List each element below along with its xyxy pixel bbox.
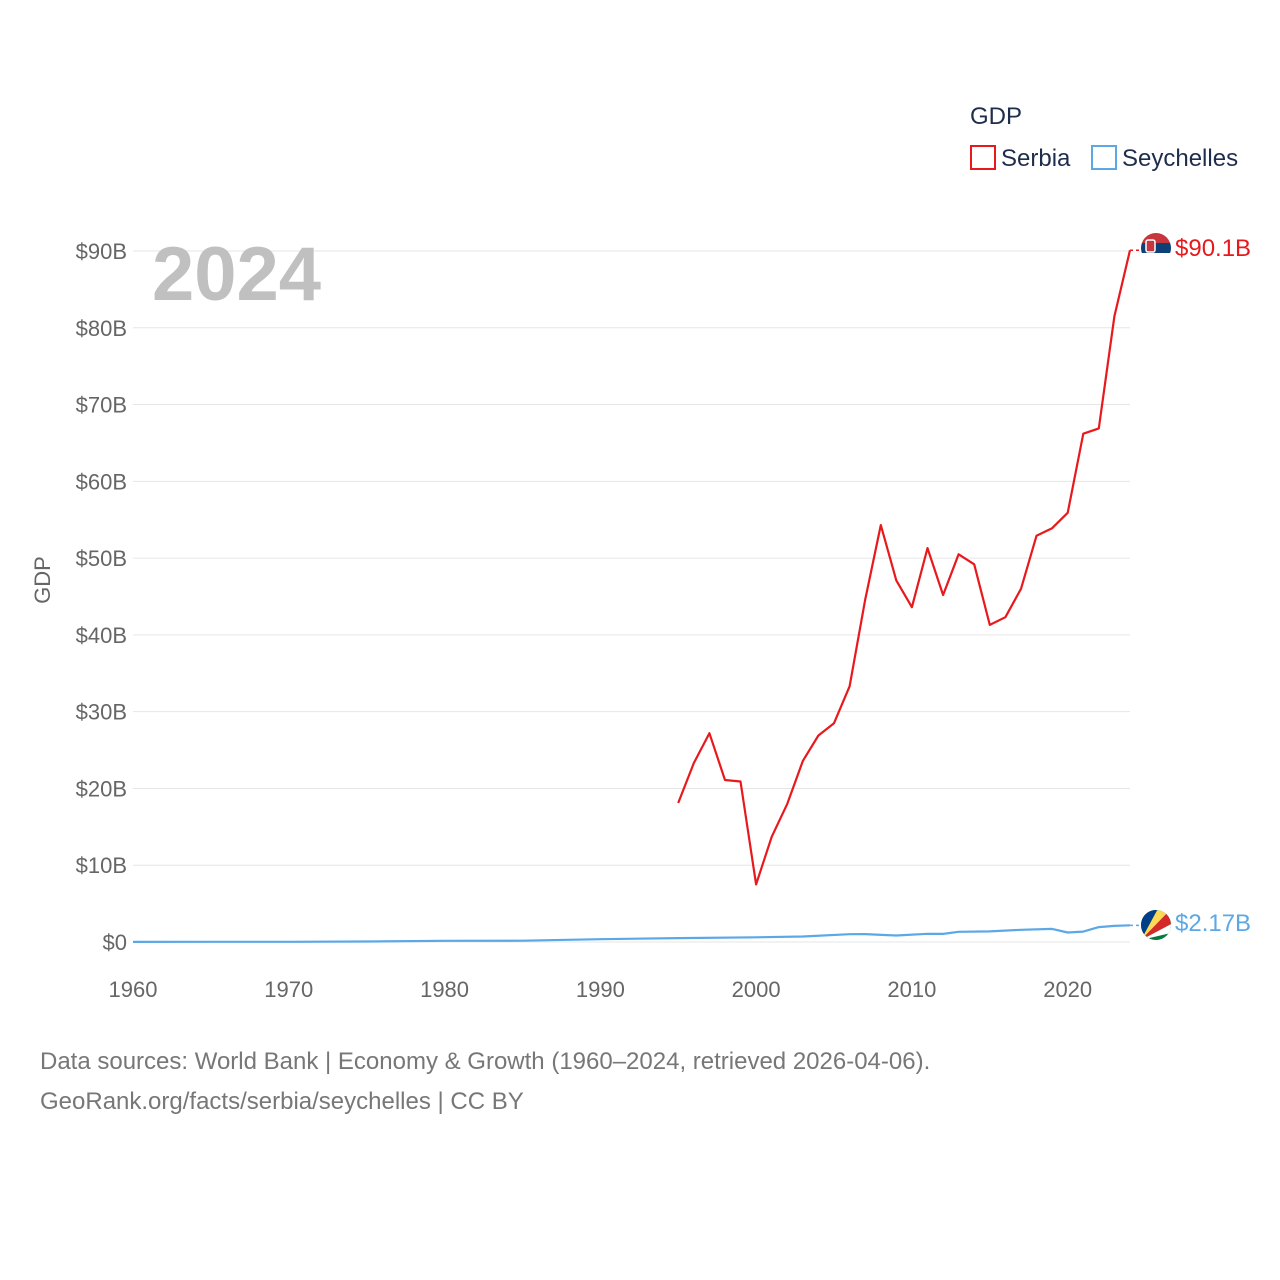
gdp-line-chart: $0 $10B $20B $30B $40B $50B $60B $70B $80B $90B 19… bbox=[30, 103, 1251, 1002]
x-tick-label: 2020 bbox=[1043, 977, 1092, 1002]
seychelles-flag-icon bbox=[1141, 910, 1171, 940]
y-tick-label: $20B bbox=[76, 776, 127, 801]
series-line-serbia[interactable] bbox=[677, 249, 1132, 886]
x-tick-label: 2010 bbox=[887, 977, 936, 1002]
y-tick-label: $40B bbox=[76, 623, 127, 648]
end-label-serbia: $90.1B bbox=[1175, 235, 1251, 262]
axis-layer: $0 $10B $20B $30B $40B $50B $60B $70B $80B $90B 19… bbox=[76, 239, 1093, 1002]
legend-swatch-seychelles[interactable] bbox=[1091, 145, 1117, 170]
x-tick-label: 1960 bbox=[109, 977, 158, 1002]
x-tick-label: 1980 bbox=[420, 977, 469, 1002]
source-line-2: GeoRank.org/facts/serbia/seychelles | CC… bbox=[40, 1088, 524, 1115]
y-tick-label: $50B bbox=[76, 546, 127, 571]
y-tick-label: $90B bbox=[76, 239, 127, 264]
end-label-seychelles: $2.17B bbox=[1175, 910, 1251, 937]
serbia-flag-icon bbox=[1141, 233, 1171, 263]
y-tick-label: $0 bbox=[103, 930, 127, 955]
source-line-1: Data sources: World Bank | Economy & Gro… bbox=[40, 1048, 931, 1075]
y-tick-label: $30B bbox=[76, 700, 127, 725]
year-label: 2024 bbox=[152, 232, 321, 317]
grid-layer bbox=[133, 250, 1130, 943]
y-tick-label: $60B bbox=[76, 469, 127, 494]
x-tick-label: 2000 bbox=[732, 977, 781, 1002]
series-layer bbox=[132, 249, 1140, 944]
source-note: Data sources: World Bank | Economy & Gro… bbox=[40, 1042, 930, 1122]
legend-label-seychelles[interactable]: Seychelles bbox=[1122, 145, 1238, 172]
y-axis-label: GDP bbox=[30, 556, 55, 604]
legend: GDP Serbia Seychelles bbox=[970, 103, 1238, 172]
x-tick-label: 1990 bbox=[576, 977, 625, 1002]
series-line-seychelles[interactable] bbox=[132, 924, 1131, 944]
x-tick-label: 1970 bbox=[264, 977, 313, 1002]
legend-title: GDP bbox=[970, 103, 1022, 130]
y-tick-label: $10B bbox=[76, 853, 127, 878]
legend-swatch-serbia[interactable] bbox=[970, 145, 996, 170]
y-tick-label: $70B bbox=[76, 393, 127, 418]
y-tick-label: $80B bbox=[76, 316, 127, 341]
legend-label-serbia[interactable]: Serbia bbox=[1001, 145, 1071, 172]
